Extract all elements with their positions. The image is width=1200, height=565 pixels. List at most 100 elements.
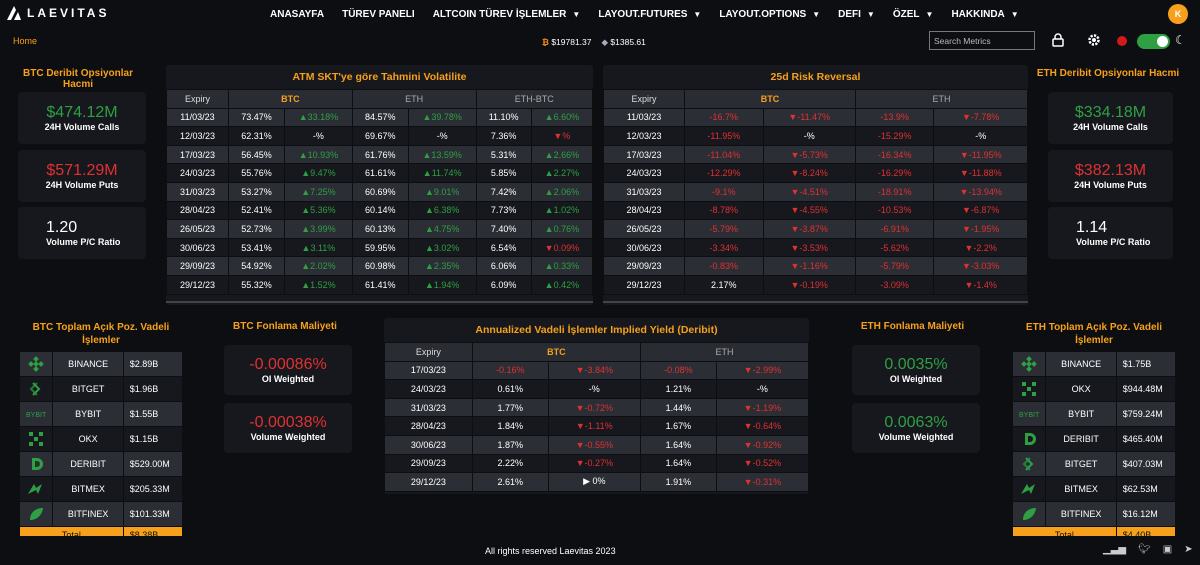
- table-row: 28/04/23 -8.78% ▼-4.55% -10.53% ▼-6.87%: [602, 200, 1028, 221]
- expiry-cell: 31/03/23: [166, 181, 229, 202]
- eth-funding-vol-card: 0.0063% Volume Weighted: [852, 403, 980, 453]
- eth-calls-value: $334.18M: [1074, 104, 1147, 121]
- svg-text:BYBIT: BYBIT: [26, 412, 46, 419]
- atm-volatility-panel: ATM SKT'ye göre Tahmini Volatilite Expir…: [166, 65, 594, 305]
- chevron-down-icon: ▼: [925, 10, 934, 19]
- value-cell: 11.10%: [475, 107, 532, 128]
- value-cell: ▼%: [530, 126, 594, 146]
- eth-funding-oi-value: 0.0035%: [884, 356, 948, 373]
- value-cell: -%: [284, 126, 353, 146]
- nav-item-2[interactable]: ALTCOIN TÜREV İŞLEMLER ▼: [433, 9, 581, 20]
- value-cell: 60.98%: [351, 256, 409, 276]
- exchange-row: BITFINEX $101.33M: [20, 502, 182, 526]
- exchange-row: OKX $1.15B: [20, 427, 182, 451]
- eth-puts-label: 24H Volume Puts: [1074, 180, 1147, 190]
- eth-options-title: ETH Deribit Opsiyonlar Hacmi: [1036, 68, 1180, 79]
- eth-price: $1385.61: [610, 37, 646, 47]
- eth-ratio-value: 1.14: [1076, 219, 1108, 236]
- expiry-cell: 24/03/23: [384, 379, 473, 399]
- value-cell: ▼-1.11%: [547, 416, 641, 436]
- expiry-cell: 31/03/23: [602, 181, 686, 202]
- value-cell: -%: [715, 379, 810, 399]
- value-cell: -16.34%: [854, 144, 935, 165]
- gear-icon[interactable]: [1087, 33, 1101, 47]
- exchange-name: BITFINEX: [1046, 502, 1116, 526]
- yield-title: Annualized Vadeli İşlemler Implied Yield…: [475, 324, 718, 336]
- table-row: 26/05/23 -5.79% ▼-3.87% -6.91% ▼-1.95%: [602, 219, 1028, 239]
- bitfinex-icon: [20, 502, 53, 526]
- value-cell: ▼-1.4%: [933, 274, 1028, 295]
- exchange-oi-value: $944.48M: [1116, 377, 1175, 401]
- value-cell: ▼-3.87%: [762, 219, 856, 239]
- expiry-cell: 29/12/23: [166, 274, 229, 295]
- expiry-cell: 28/04/23: [166, 200, 229, 221]
- value-cell: ▼-2.99%: [715, 360, 810, 381]
- value-cell: 54.92%: [227, 256, 286, 276]
- telegram-icon[interactable]: ➤: [1184, 544, 1193, 555]
- value-cell: ▲0.33%: [530, 256, 594, 276]
- exchange-oi-value: $465.40M: [1116, 427, 1175, 451]
- table-row: 12/03/23 -11.95% -% -15.29% -%: [602, 126, 1028, 146]
- value-cell: ▲33.18%: [284, 107, 353, 128]
- btc-ratio-label: Volume P/C Ratio: [46, 237, 121, 247]
- exchange-name: BITGET: [1046, 452, 1116, 476]
- chevron-down-icon: ▼: [1010, 10, 1019, 19]
- nav-item-4[interactable]: LAYOUT.OPTIONS ▼: [719, 9, 820, 20]
- atm-header-eth: ETH: [351, 89, 477, 109]
- nav-item-7[interactable]: HAKKINDA ▼: [951, 9, 1018, 20]
- nav-item-3[interactable]: LAYOUT.FUTURES ▼: [598, 9, 701, 20]
- lock-icon[interactable]: [1052, 33, 1064, 47]
- nav-item-1[interactable]: TÜREV PANELI: [342, 9, 415, 20]
- value-cell: 59.95%: [351, 237, 409, 258]
- value-cell: 1.64%: [639, 434, 717, 455]
- value-cell: 1.64%: [639, 453, 717, 474]
- table-row: 24/03/23 55.76% ▲9.47% 61.61% ▲11.74% 5.85% ▲2…: [166, 163, 594, 183]
- exchange-oi-value: $1.96B: [123, 377, 182, 401]
- nav-item-6[interactable]: ÖZEL ▼: [893, 9, 934, 20]
- value-cell: -11.04%: [684, 144, 764, 165]
- value-cell: ▲3.99%: [284, 219, 353, 239]
- twitter-icon[interactable]: 🐦︎: [1138, 544, 1151, 555]
- btc-oi-list: BINANCE $2.89B BITGET $1.96B BYBIT BYBIT $1.55…: [20, 352, 182, 543]
- nav-item-5[interactable]: DEFI ▼: [838, 9, 875, 20]
- expiry-cell: 24/03/23: [602, 163, 686, 183]
- nav-item-label: LAYOUT.FUTURES: [598, 9, 688, 20]
- brand-logo[interactable]: LAEVITAS: [6, 5, 109, 21]
- nav-item-label: ALTCOIN TÜREV İŞLEMLER: [432, 9, 567, 20]
- atm-scrollbar[interactable]: [166, 301, 593, 303]
- moon-icon[interactable]: ☾: [1175, 33, 1186, 47]
- value-cell: -15.29%: [854, 126, 935, 146]
- exchange-oi-value: $101.33M: [123, 502, 182, 526]
- value-cell: -0.16%: [471, 360, 549, 381]
- exchange-name: BYBIT: [53, 402, 123, 426]
- value-cell: 84.57%: [351, 107, 409, 128]
- value-cell: 7.42%: [475, 181, 532, 202]
- expiry-cell: 29/09/23: [384, 453, 473, 474]
- value-cell: 60.14%: [351, 200, 409, 221]
- main-menu: ANASAYFA TÜREV PANELI ALTCOIN TÜREV İŞLEML…: [270, 9, 1037, 20]
- value-cell: ▼-0.31%: [715, 472, 810, 492]
- value-cell: ▲0.42%: [530, 274, 594, 295]
- value-cell: ▼-0.64%: [715, 416, 810, 436]
- rr-header-eth: ETH: [854, 89, 1029, 109]
- eth-puts-value: $382.13M: [1074, 162, 1147, 179]
- nav-item-0[interactable]: ANASAYFA: [270, 9, 324, 20]
- value-cell: -3.34%: [684, 237, 764, 258]
- value-cell: 5.85%: [475, 163, 532, 183]
- signal-icon[interactable]: ▁▃▅: [1103, 544, 1127, 555]
- value-cell: 53.41%: [227, 237, 286, 258]
- breadcrumb-home[interactable]: Home: [13, 36, 38, 46]
- search-input[interactable]: [929, 31, 1035, 50]
- binance-icon: [1013, 352, 1046, 376]
- value-cell: 7.40%: [475, 219, 532, 239]
- theme-toggle[interactable]: [1137, 34, 1170, 49]
- table-row: 30/06/23 -3.34% ▼-3.53% -5.62% ▼-2.2%: [602, 237, 1028, 258]
- bybit-icon: BYBIT: [20, 402, 53, 426]
- discord-icon[interactable]: ▣: [1162, 544, 1173, 555]
- implied-yield-panel: Annualized Vadeli İşlemler Implied Yield…: [384, 318, 810, 494]
- turkey-flag-icon[interactable]: [1117, 36, 1127, 46]
- btc-options-title: BTC Deribit Opsiyonlar Hacmi: [22, 68, 133, 90]
- user-avatar[interactable]: K: [1168, 4, 1188, 24]
- value-cell: -0.08%: [639, 360, 717, 381]
- rr-scrollbar[interactable]: [603, 301, 1028, 303]
